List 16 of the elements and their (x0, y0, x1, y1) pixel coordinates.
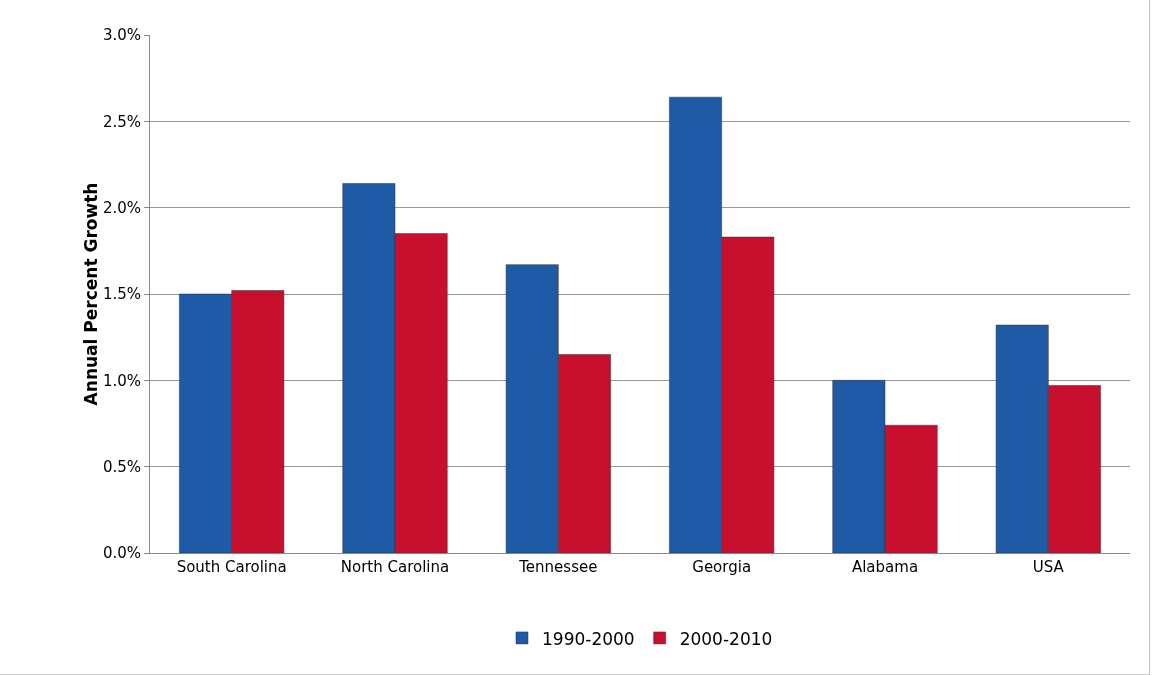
y-tick-label: 2.5% (102, 112, 141, 131)
y-tick-label: 2.0% (102, 198, 141, 217)
x-tick-label: Alabama (851, 558, 919, 576)
x-tick-label: Tennessee (518, 558, 598, 576)
legend-label: 2000-2010 (679, 628, 773, 649)
legend-label: 1990-2000 (542, 628, 635, 649)
y-tick-label: 3.0% (102, 26, 141, 45)
x-tick-label: North Carolina (340, 558, 450, 576)
x-tick-label: Georgia (692, 558, 752, 576)
y-tick-label: 1.5% (102, 285, 141, 304)
y-axis-title: Annual Percent Growth (80, 182, 101, 406)
y-tick-label: 0.5% (102, 457, 141, 476)
y-tick-label: 1.0% (102, 371, 141, 390)
x-tick-label: South Carolina (176, 558, 287, 576)
y-tick-label: 0.0% (102, 544, 141, 563)
x-tick-label: USA (1032, 558, 1065, 576)
